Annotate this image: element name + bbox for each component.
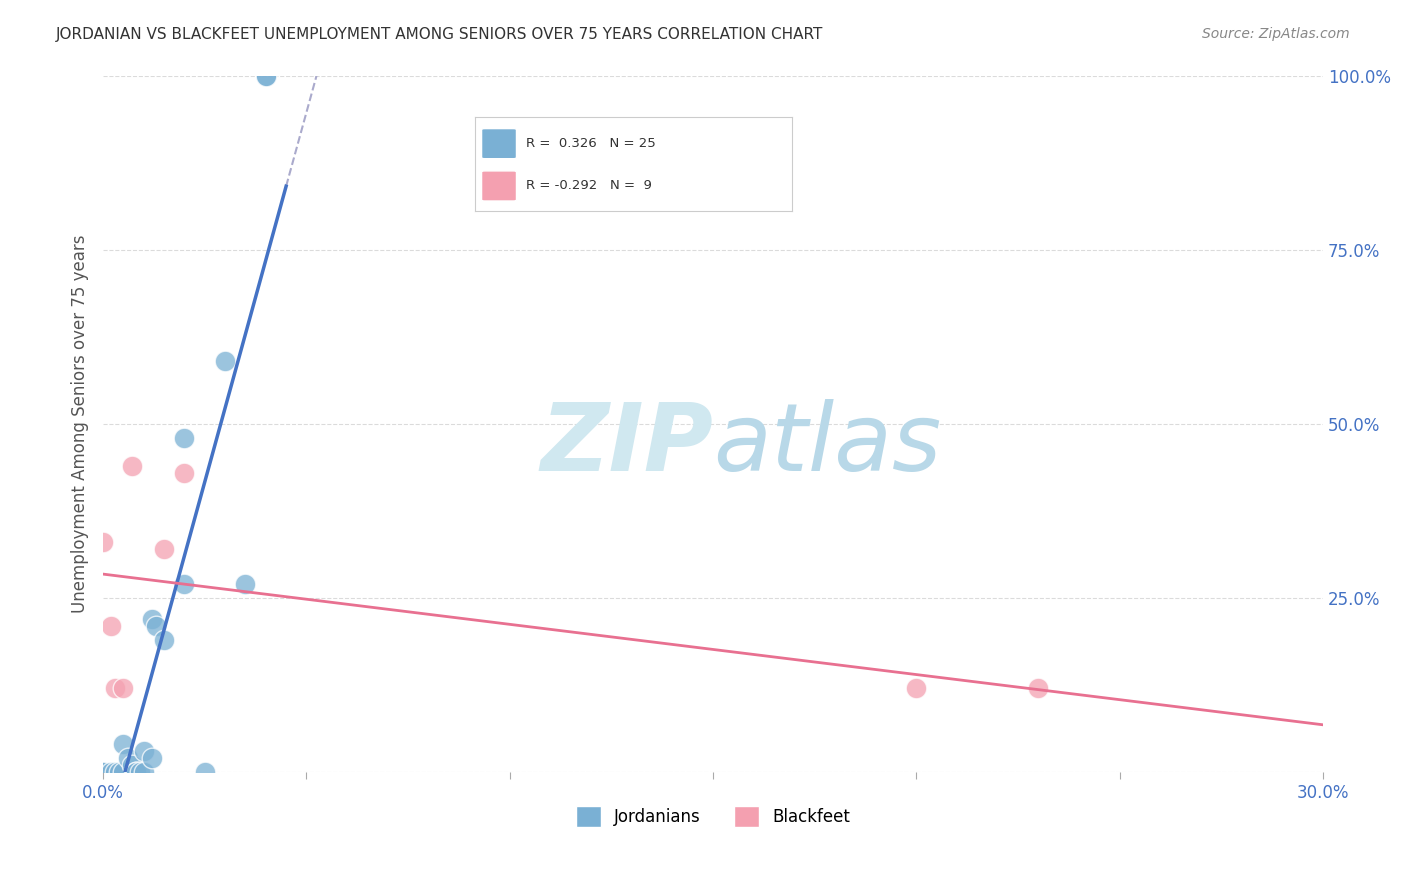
Point: [121, 758, 143, 772]
Point: [1028, 681, 1050, 696]
Point: [112, 681, 135, 696]
Point: [173, 431, 195, 445]
Point: [153, 632, 176, 647]
Point: [141, 612, 163, 626]
Text: ZIP: ZIP: [540, 399, 713, 491]
Point: [141, 751, 163, 765]
Point: [905, 681, 928, 696]
Point: [128, 765, 150, 780]
Point: [91, 765, 114, 780]
Point: [124, 765, 146, 780]
Point: [104, 765, 127, 780]
Point: [108, 765, 131, 780]
Point: [121, 458, 143, 473]
Point: [112, 737, 135, 751]
Point: [91, 765, 114, 780]
Point: [235, 577, 257, 591]
Text: Source: ZipAtlas.com: Source: ZipAtlas.com: [1202, 27, 1350, 41]
Point: [153, 542, 176, 557]
Point: [104, 681, 127, 696]
Y-axis label: Unemployment Among Seniors over 75 years: Unemployment Among Seniors over 75 years: [72, 235, 89, 613]
Point: [214, 354, 236, 368]
Text: atlas: atlas: [713, 400, 942, 491]
Point: [124, 765, 146, 780]
Point: [91, 535, 114, 549]
Point: [254, 69, 277, 83]
Point: [254, 69, 277, 83]
Point: [100, 765, 122, 780]
Point: [132, 765, 155, 780]
Legend: Jordanians, Blackfeet: Jordanians, Blackfeet: [569, 800, 858, 833]
Point: [194, 765, 217, 780]
Point: [173, 577, 195, 591]
Text: JORDANIAN VS BLACKFEET UNEMPLOYMENT AMONG SENIORS OVER 75 YEARS CORRELATION CHAR: JORDANIAN VS BLACKFEET UNEMPLOYMENT AMON…: [56, 27, 824, 42]
Point: [132, 744, 155, 758]
Point: [173, 466, 195, 480]
Point: [100, 619, 122, 633]
Point: [117, 751, 139, 765]
Point: [145, 619, 167, 633]
Point: [112, 765, 135, 780]
